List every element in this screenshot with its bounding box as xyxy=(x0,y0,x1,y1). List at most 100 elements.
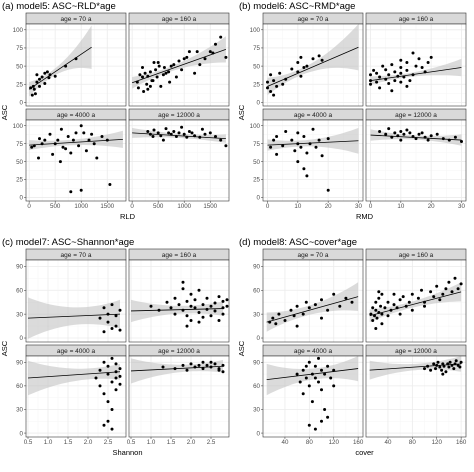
data-point xyxy=(311,57,315,61)
data-point xyxy=(326,364,330,368)
data-point xyxy=(313,364,317,368)
data-point xyxy=(320,388,323,392)
data-point xyxy=(417,57,421,61)
data-point xyxy=(381,64,385,68)
y-tick-label: 25 xyxy=(253,81,260,88)
data-point xyxy=(181,280,185,284)
data-point xyxy=(384,68,388,72)
plot-border xyxy=(365,259,467,343)
plot-border xyxy=(25,355,127,438)
data-point xyxy=(326,188,330,192)
data-point xyxy=(375,71,379,75)
plot-border xyxy=(365,119,467,202)
data-point xyxy=(408,131,412,135)
data-point xyxy=(110,427,114,431)
x-tick-label: 10 xyxy=(294,203,301,210)
x-tick-label: 1500 xyxy=(203,203,217,210)
data-point xyxy=(277,312,281,316)
y-tick-label: 75 xyxy=(253,141,260,148)
data-point xyxy=(320,419,323,423)
data-point xyxy=(180,125,184,129)
data-point xyxy=(58,160,62,164)
data-point xyxy=(110,327,114,330)
data-point xyxy=(172,130,176,133)
data-point xyxy=(148,84,152,88)
data-point xyxy=(118,328,122,332)
data-point xyxy=(320,298,323,302)
data-point xyxy=(98,384,102,388)
facet-a-0: age = 70 a 0 25 50 75 100 xyxy=(13,12,127,107)
data-point xyxy=(110,303,114,307)
data-point xyxy=(51,152,55,156)
data-point xyxy=(458,365,462,369)
confidence-band xyxy=(267,24,359,96)
plot-background xyxy=(129,260,229,342)
confidence-band xyxy=(267,127,359,154)
data-point xyxy=(181,308,185,312)
data-point xyxy=(118,308,122,312)
data-point xyxy=(209,360,213,364)
fit-line xyxy=(369,291,462,317)
data-point xyxy=(182,132,186,136)
data-point xyxy=(269,73,273,77)
data-point xyxy=(201,367,205,371)
data-point xyxy=(35,80,39,84)
x-tick-label: 500 xyxy=(153,203,164,210)
facet-c-0: age = 70 a 0 30 60 90 xyxy=(16,248,127,343)
data-point xyxy=(383,306,387,310)
y-tick-label: 90 xyxy=(16,359,23,366)
data-point xyxy=(185,314,189,318)
data-point xyxy=(438,298,442,302)
data-point xyxy=(299,145,303,149)
data-point xyxy=(205,296,209,300)
data-point xyxy=(110,380,114,384)
data-point xyxy=(390,89,394,93)
data-point xyxy=(438,365,442,369)
facet-strip-label: age = 4000 a xyxy=(57,348,96,355)
y-tick-label: 90 xyxy=(16,264,23,271)
fit-line xyxy=(267,140,359,146)
data-point xyxy=(173,296,177,300)
data-point xyxy=(37,156,40,160)
data-point xyxy=(53,74,57,78)
data-point xyxy=(447,280,451,284)
data-point xyxy=(313,427,317,431)
data-point xyxy=(69,151,73,155)
data-point xyxy=(283,319,287,322)
data-point xyxy=(313,376,317,380)
data-point xyxy=(30,145,34,149)
data-point xyxy=(187,50,191,54)
data-point xyxy=(161,138,165,142)
data-point xyxy=(298,380,302,384)
chart-title: (c) model7: ASC~Shannon*age xyxy=(2,237,134,248)
data-point xyxy=(299,55,303,59)
data-point xyxy=(304,376,308,380)
x-tick-label: 20 xyxy=(325,203,332,210)
data-point xyxy=(296,131,300,135)
data-point xyxy=(193,71,197,75)
x-tick-label: 1.0 xyxy=(44,439,53,446)
facet-d-2: age = 4000 a 0 30 60 90 40 80 120 160 xyxy=(253,344,364,446)
fit-line xyxy=(369,363,462,371)
plot-border xyxy=(262,119,364,202)
data-point xyxy=(203,57,207,61)
data-point xyxy=(38,137,41,141)
data-point xyxy=(102,392,106,396)
data-point xyxy=(189,319,193,322)
data-point xyxy=(151,79,155,83)
data-point xyxy=(30,93,34,97)
data-point xyxy=(332,384,336,388)
data-point xyxy=(138,73,142,77)
facet-strip-label: age = 160 a xyxy=(399,252,434,259)
data-point xyxy=(114,388,118,392)
data-point xyxy=(377,296,381,300)
data-point xyxy=(426,138,430,142)
data-point xyxy=(378,86,382,90)
data-point xyxy=(399,71,403,75)
data-point xyxy=(301,392,305,396)
data-point xyxy=(452,367,456,371)
x-tick-label: 30 xyxy=(458,203,465,210)
data-point xyxy=(323,372,327,376)
facet-c-1: age = 160 a xyxy=(128,248,230,343)
